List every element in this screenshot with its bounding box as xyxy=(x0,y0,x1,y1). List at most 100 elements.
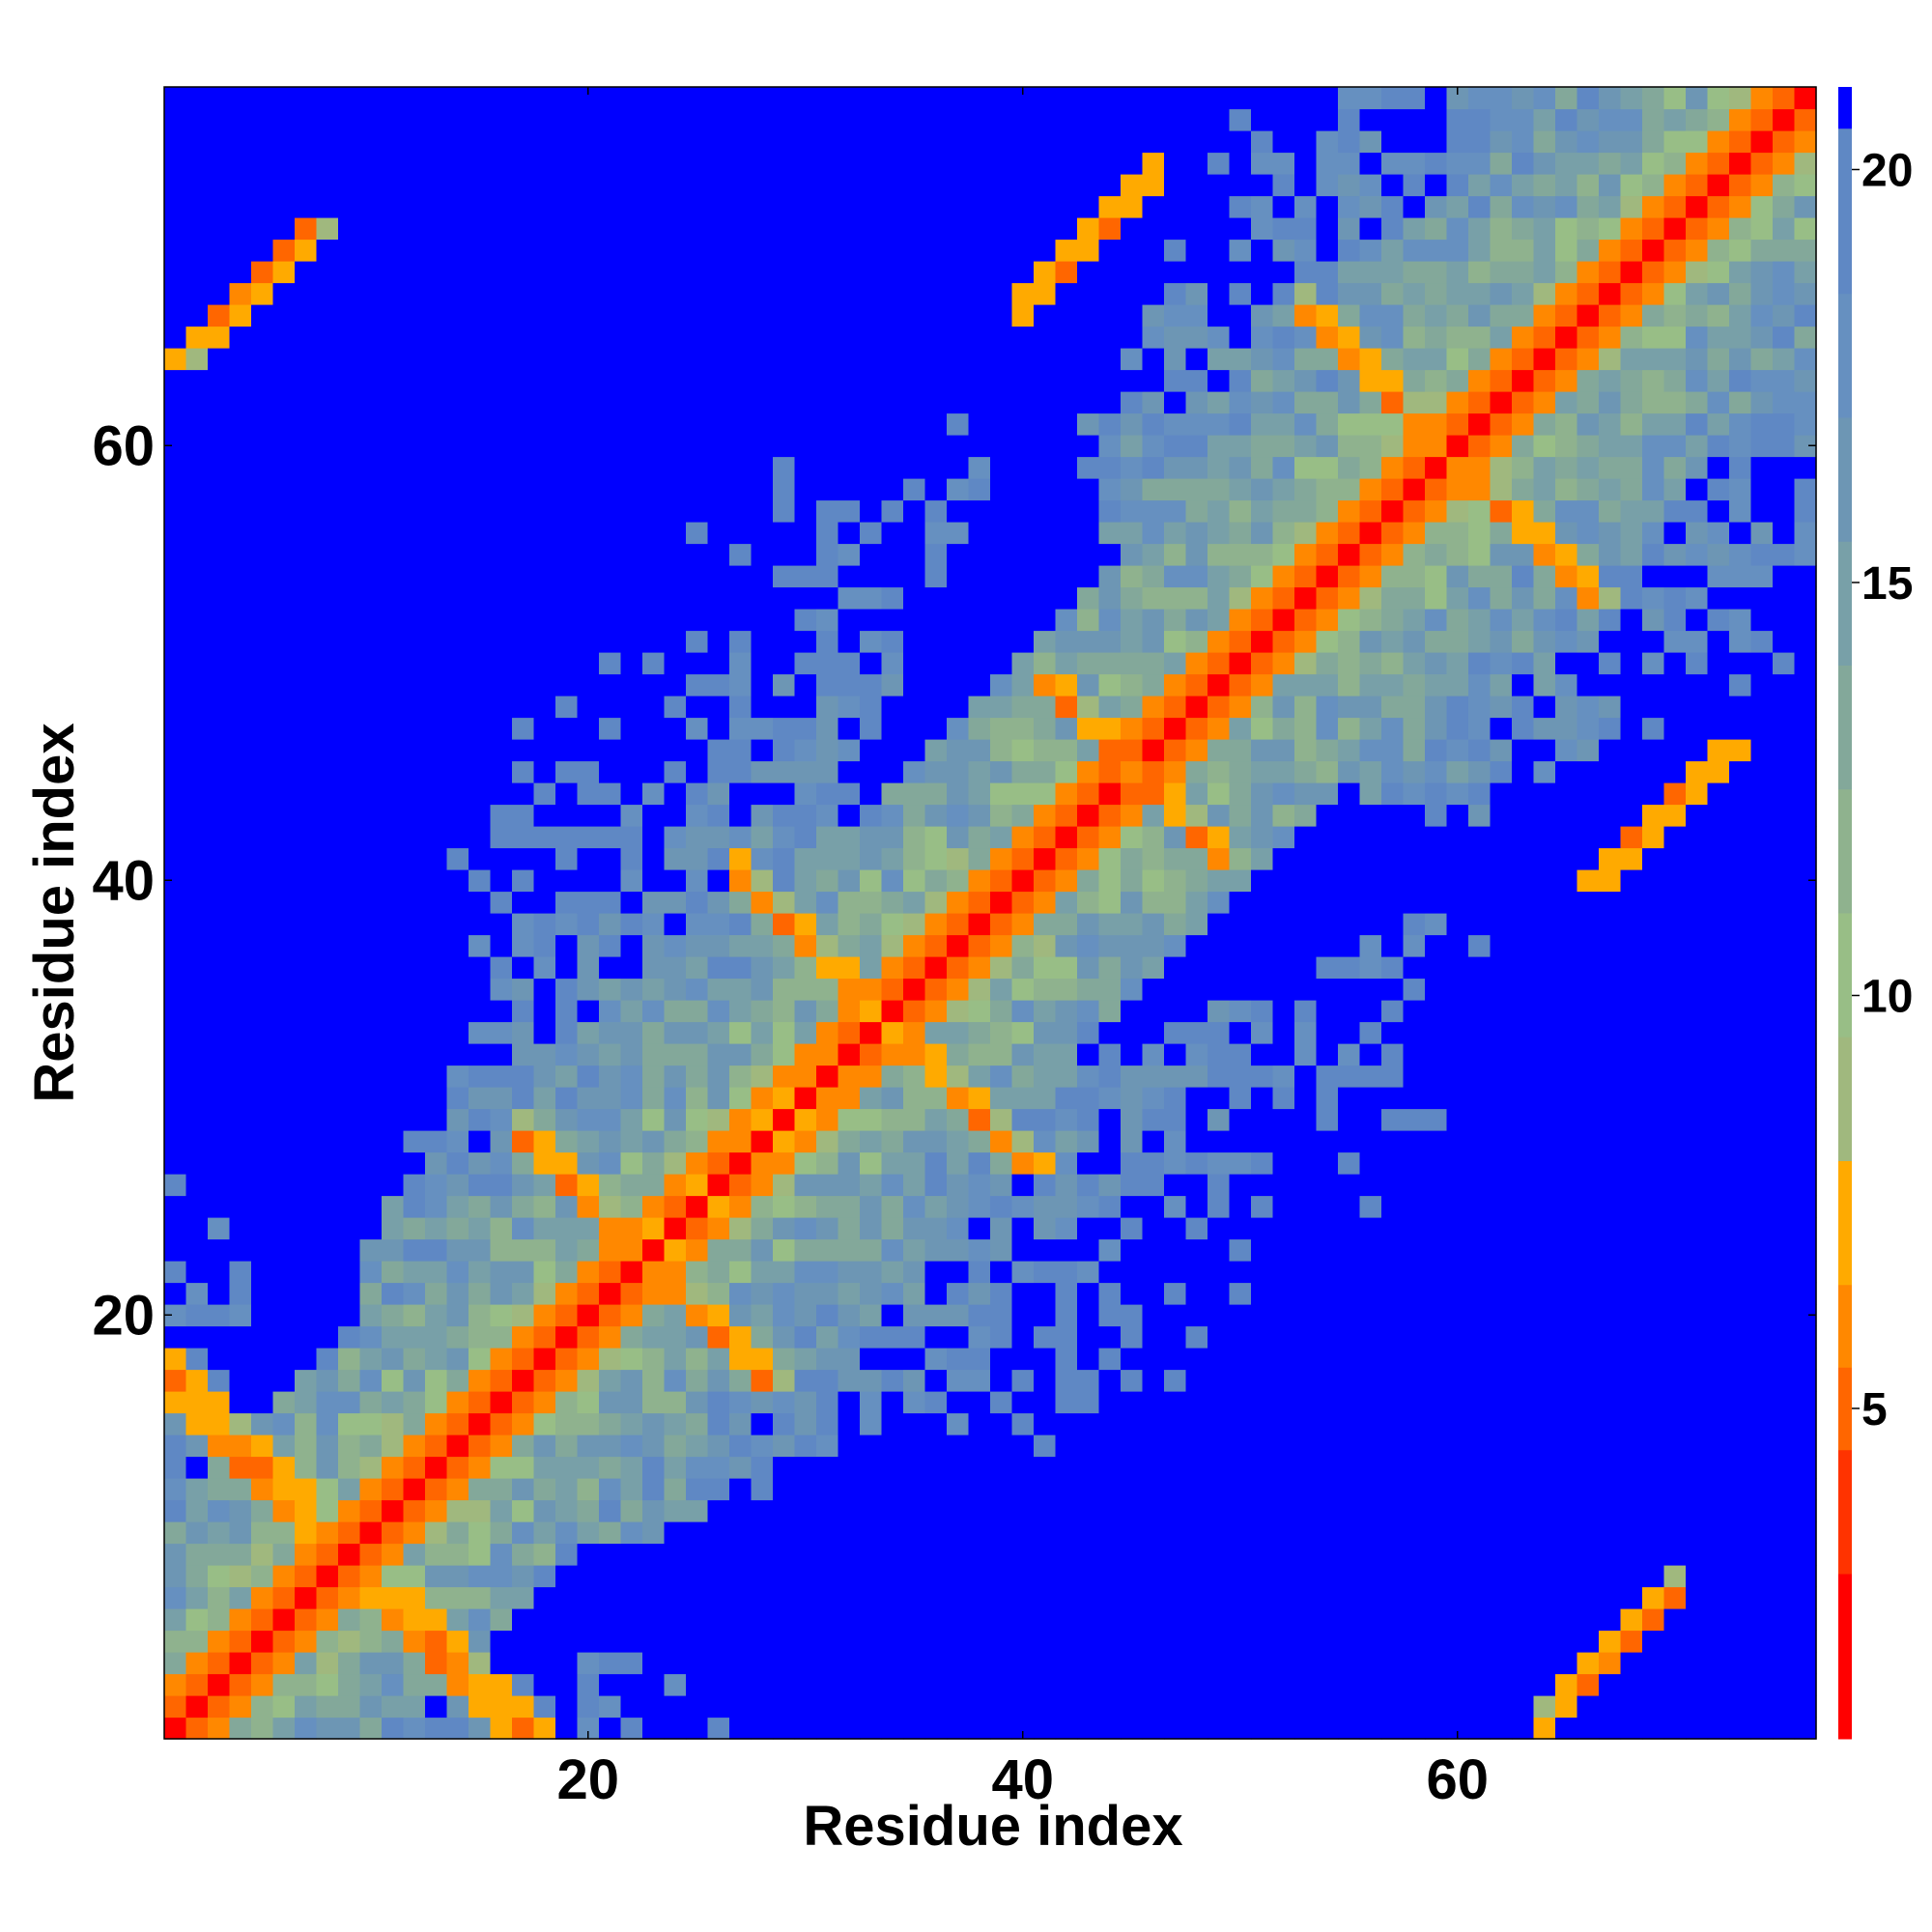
heatmap-cell xyxy=(164,304,187,327)
heatmap-cell xyxy=(1077,1087,1100,1110)
heatmap-cell xyxy=(1359,1543,1382,1566)
heatmap-cell xyxy=(1229,456,1252,479)
heatmap-cell xyxy=(707,1608,730,1632)
heatmap-cell xyxy=(1533,456,1556,479)
heatmap-cell xyxy=(208,1369,231,1392)
heatmap-cell xyxy=(686,1217,709,1240)
heatmap-cell xyxy=(577,261,600,284)
heatmap-cell xyxy=(707,152,730,175)
heatmap-cell xyxy=(599,130,622,154)
heatmap-cell xyxy=(338,1021,361,1044)
heatmap-cell xyxy=(860,130,883,154)
heatmap-cell xyxy=(577,543,600,566)
heatmap-cell xyxy=(425,130,448,154)
heatmap-cell xyxy=(1403,1195,1426,1218)
heatmap-cell xyxy=(1251,760,1274,783)
heatmap-cell xyxy=(1185,1217,1208,1240)
heatmap-cell xyxy=(794,108,817,131)
heatmap-cell xyxy=(729,1521,753,1545)
heatmap-cell xyxy=(1251,152,1274,175)
heatmap-cell xyxy=(620,1586,643,1609)
heatmap-cell xyxy=(1555,152,1578,175)
heatmap-cell xyxy=(1316,1043,1339,1066)
heatmap-cell xyxy=(903,1065,926,1088)
heatmap-cell xyxy=(338,1108,361,1131)
heatmap-cell xyxy=(1446,499,1469,523)
heatmap-cell xyxy=(860,1717,883,1740)
heatmap-cell xyxy=(577,869,600,893)
heatmap-cell xyxy=(229,1565,252,1588)
heatmap-cell xyxy=(1338,326,1361,349)
heatmap-cell xyxy=(425,1369,448,1392)
heatmap-cell xyxy=(838,326,861,349)
heatmap-cell xyxy=(1034,217,1057,241)
heatmap-cell xyxy=(1034,1565,1057,1588)
heatmap-cell xyxy=(1208,586,1231,610)
heatmap-cell xyxy=(555,412,579,436)
heatmap-cell xyxy=(1490,108,1513,131)
heatmap-cell xyxy=(425,978,448,1001)
heatmap-cell xyxy=(185,847,209,870)
heatmap-cell xyxy=(620,1652,643,1675)
heatmap-cell xyxy=(1142,630,1165,653)
heatmap-cell xyxy=(1425,1499,1448,1522)
heatmap-cell xyxy=(1512,826,1535,849)
heatmap-cell xyxy=(1077,174,1100,197)
heatmap-cell xyxy=(773,369,796,392)
heatmap-cell xyxy=(838,1608,861,1632)
heatmap-cell xyxy=(599,1412,622,1435)
heatmap-cell xyxy=(686,1021,709,1044)
heatmap-cell xyxy=(164,978,187,1001)
heatmap-cell xyxy=(1121,1652,1144,1675)
heatmap-cell xyxy=(599,1499,622,1522)
heatmap-cell xyxy=(686,239,709,262)
heatmap-cell xyxy=(272,1325,296,1349)
heatmap-cell xyxy=(1555,282,1578,305)
heatmap-cell xyxy=(990,1391,1013,1414)
heatmap-cell xyxy=(577,696,600,719)
heatmap-cell xyxy=(251,369,274,392)
heatmap-cell xyxy=(1490,1391,1513,1414)
heatmap-cell xyxy=(1490,478,1513,501)
heatmap-cell xyxy=(425,412,448,436)
heatmap-cell xyxy=(229,456,252,479)
heatmap-cell xyxy=(1338,1130,1361,1153)
heatmap-cell xyxy=(229,522,252,545)
heatmap-cell xyxy=(1316,1217,1339,1240)
heatmap-cell xyxy=(751,652,774,675)
heatmap-cell xyxy=(533,1217,556,1240)
heatmap-cell xyxy=(1164,804,1187,827)
heatmap-cell xyxy=(382,760,405,783)
heatmap-cell xyxy=(425,717,448,740)
heatmap-cell xyxy=(1251,130,1274,154)
heatmap-cell xyxy=(251,435,274,458)
heatmap-cell xyxy=(577,913,600,936)
heatmap-cell xyxy=(1294,1543,1318,1566)
heatmap-cell xyxy=(185,239,209,262)
heatmap-cell xyxy=(1077,956,1100,980)
heatmap-cell xyxy=(555,1261,579,1284)
heatmap-cell xyxy=(1208,1304,1231,1327)
heatmap-cell xyxy=(1512,1087,1535,1110)
heatmap-cell xyxy=(164,609,187,632)
heatmap-cell xyxy=(251,1543,274,1566)
heatmap-cell xyxy=(1208,1195,1231,1218)
heatmap-cell xyxy=(1338,174,1361,197)
heatmap-cell xyxy=(642,1325,666,1349)
heatmap-cell xyxy=(185,1630,209,1653)
heatmap-cell xyxy=(1359,261,1382,284)
heatmap-cell xyxy=(1533,1456,1556,1479)
heatmap-cell xyxy=(1381,1151,1405,1175)
heatmap-cell xyxy=(1381,195,1405,218)
heatmap-cell xyxy=(316,261,339,284)
heatmap-cell xyxy=(1098,391,1122,414)
heatmap-cell xyxy=(1577,652,1600,675)
heatmap-cell xyxy=(686,391,709,414)
heatmap-cell xyxy=(1577,1000,1600,1023)
heatmap-cell xyxy=(881,1325,904,1349)
heatmap-cell xyxy=(1011,478,1035,501)
heatmap-cell xyxy=(1490,586,1513,610)
heatmap-cell xyxy=(533,217,556,241)
heatmap-cell xyxy=(555,1325,579,1349)
heatmap-cell xyxy=(490,130,513,154)
